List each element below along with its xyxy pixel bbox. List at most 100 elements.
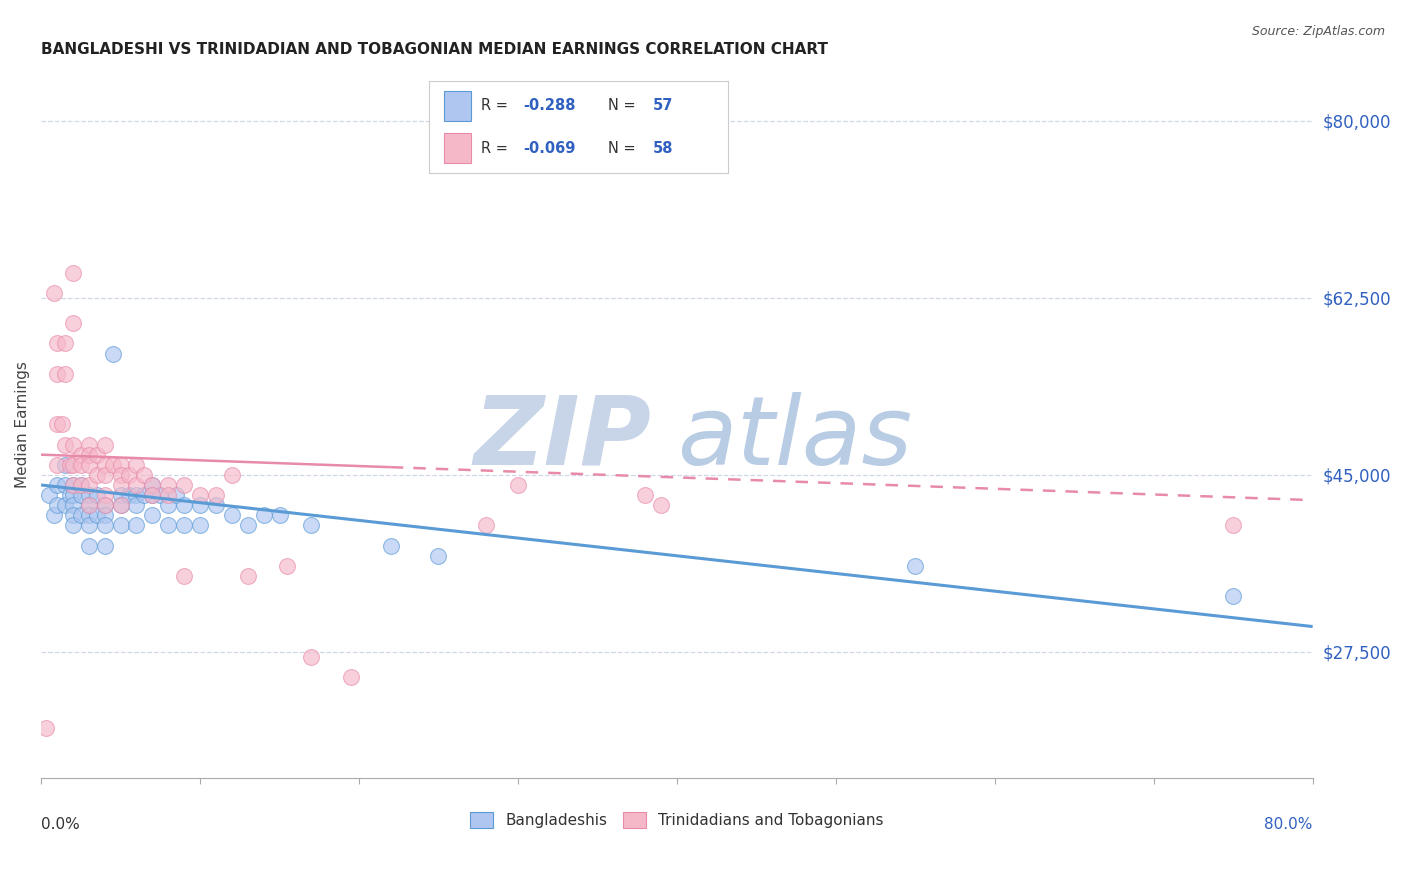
Point — [70, 478, 93, 492]
Point — [173, 498, 195, 512]
Text: 80.0%: 80.0% — [1264, 817, 1313, 832]
Point — [77, 488, 100, 502]
Point — [70, 508, 93, 523]
Point — [110, 488, 132, 502]
Point — [77, 458, 100, 472]
Point — [475, 518, 498, 533]
Point — [62, 266, 84, 280]
Text: 0.0%: 0.0% — [41, 817, 80, 832]
Point — [77, 478, 100, 492]
Point — [93, 539, 115, 553]
Point — [236, 569, 259, 583]
Point — [62, 458, 84, 472]
Point — [236, 518, 259, 533]
Point — [93, 498, 115, 512]
Point — [53, 437, 76, 451]
Point — [650, 498, 672, 512]
Point — [157, 478, 180, 492]
Point — [53, 478, 76, 492]
Point — [134, 467, 156, 482]
Point — [117, 488, 139, 502]
Point — [340, 670, 363, 684]
Point — [173, 569, 195, 583]
Point — [77, 498, 100, 512]
Point — [93, 437, 115, 451]
Point — [117, 467, 139, 482]
Point — [157, 488, 180, 502]
Point — [77, 498, 100, 512]
Point — [157, 518, 180, 533]
Point — [93, 498, 115, 512]
Point — [110, 478, 132, 492]
Point — [46, 367, 69, 381]
Point — [93, 458, 115, 472]
Point — [165, 488, 187, 502]
Point — [110, 498, 132, 512]
Text: atlas: atlas — [676, 392, 912, 485]
Point — [35, 721, 58, 735]
Point — [125, 478, 148, 492]
Point — [110, 458, 132, 472]
Point — [269, 508, 291, 523]
Point — [141, 478, 163, 492]
Point — [86, 508, 108, 523]
Point — [51, 417, 73, 432]
Point — [110, 498, 132, 512]
Point — [221, 508, 243, 523]
Point — [101, 346, 124, 360]
Point — [59, 458, 82, 472]
Point — [70, 448, 93, 462]
Point — [86, 488, 108, 502]
Y-axis label: Median Earnings: Median Earnings — [15, 361, 30, 488]
Point — [62, 478, 84, 492]
Point — [110, 467, 132, 482]
Point — [42, 285, 65, 300]
Point — [70, 488, 93, 502]
Point — [46, 417, 69, 432]
Point — [101, 458, 124, 472]
Point — [46, 458, 69, 472]
Point — [62, 498, 84, 512]
Point — [125, 498, 148, 512]
Point — [110, 518, 132, 533]
Point — [380, 539, 402, 553]
Point — [93, 467, 115, 482]
Point — [149, 488, 172, 502]
Point — [62, 478, 84, 492]
Point — [904, 558, 927, 573]
Text: BANGLADESHI VS TRINIDADIAN AND TOBAGONIAN MEDIAN EARNINGS CORRELATION CHART: BANGLADESHI VS TRINIDADIAN AND TOBAGONIA… — [41, 42, 828, 57]
Point — [188, 498, 211, 512]
Point — [59, 488, 82, 502]
Point — [62, 437, 84, 451]
Point — [299, 649, 322, 664]
Point — [62, 508, 84, 523]
Point — [141, 508, 163, 523]
Point — [53, 336, 76, 351]
Point — [276, 558, 298, 573]
Point — [188, 518, 211, 533]
Point — [141, 488, 163, 502]
Point — [77, 448, 100, 462]
Point — [125, 518, 148, 533]
Point — [125, 488, 148, 502]
Point — [53, 367, 76, 381]
Point — [205, 488, 228, 502]
Point — [221, 467, 243, 482]
Legend: Bangladeshis, Trinidadians and Tobagonians: Bangladeshis, Trinidadians and Tobagonia… — [464, 806, 890, 834]
Point — [141, 478, 163, 492]
Point — [134, 488, 156, 502]
Point — [205, 498, 228, 512]
Point — [46, 336, 69, 351]
Point — [62, 488, 84, 502]
Point — [62, 518, 84, 533]
Point — [77, 539, 100, 553]
Point — [53, 498, 76, 512]
Point — [70, 458, 93, 472]
Point — [125, 458, 148, 472]
Point — [141, 488, 163, 502]
Point — [427, 549, 450, 563]
Point — [77, 437, 100, 451]
Point — [86, 448, 108, 462]
Point — [77, 508, 100, 523]
Point — [1222, 589, 1244, 603]
